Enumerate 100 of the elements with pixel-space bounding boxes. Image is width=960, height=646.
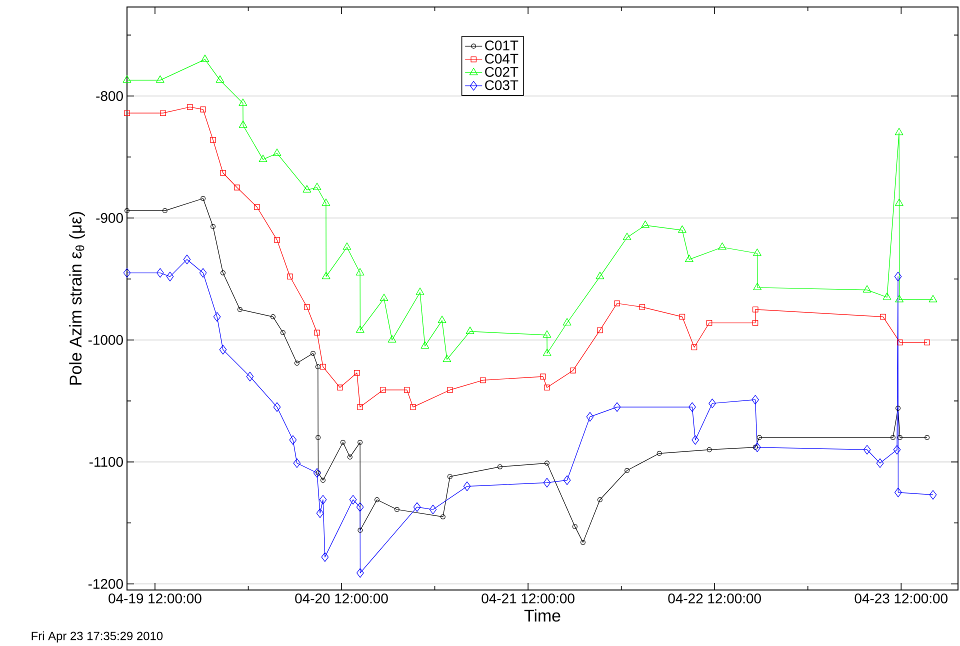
point [322, 198, 330, 206]
point [220, 170, 226, 176]
point [320, 364, 326, 370]
point [882, 292, 892, 300]
point [237, 307, 242, 312]
point [358, 528, 363, 533]
point [678, 225, 686, 233]
point [234, 184, 240, 190]
point [404, 387, 410, 393]
point [220, 270, 226, 276]
point [596, 272, 604, 280]
point [862, 285, 872, 293]
point [752, 395, 759, 405]
point [156, 75, 164, 83]
point [597, 497, 602, 502]
x-tick-label: 04-21 12:00:00 [482, 594, 574, 604]
point [542, 348, 552, 356]
point [321, 552, 329, 562]
point [416, 288, 424, 295]
point [356, 268, 364, 276]
legend-label: C04T [485, 54, 518, 64]
point [597, 327, 603, 334]
point [410, 404, 416, 410]
x-tick-label: 04-23 12:00:00 [854, 594, 948, 604]
point [718, 242, 726, 250]
point [572, 524, 578, 530]
point [438, 316, 446, 324]
point [342, 242, 352, 250]
point [752, 444, 758, 450]
point [447, 474, 452, 480]
point [706, 447, 712, 452]
point [586, 412, 594, 422]
point [122, 75, 132, 83]
point [754, 442, 761, 452]
point [273, 402, 281, 412]
point [304, 304, 310, 310]
point [238, 98, 248, 106]
point [580, 540, 586, 545]
point [429, 504, 437, 514]
point [310, 350, 316, 356]
y-tick-label: -1000 [88, 335, 123, 345]
point [896, 406, 901, 411]
point [374, 497, 380, 502]
point [413, 502, 421, 512]
point [543, 478, 551, 488]
point [183, 254, 191, 264]
point [388, 335, 396, 343]
point [894, 272, 902, 282]
point [216, 75, 224, 83]
point [312, 182, 322, 190]
point [614, 300, 620, 306]
point [622, 232, 632, 240]
legend-label: C01T [485, 40, 518, 50]
point [337, 384, 343, 390]
point [692, 435, 699, 445]
y-axis-title: Pole Azim strain ε$_{θ}$ (με) [69, 212, 85, 385]
point [639, 304, 646, 310]
point [210, 224, 216, 230]
point [187, 104, 193, 110]
point [928, 294, 938, 302]
point [897, 435, 902, 440]
point [752, 320, 758, 326]
point [166, 272, 174, 282]
point [706, 320, 712, 326]
point [340, 440, 346, 445]
y-tick-label: -1200 [88, 579, 123, 589]
point [320, 478, 326, 483]
legend-label: C03T [485, 80, 518, 90]
point [447, 387, 453, 393]
point [316, 470, 321, 476]
point [656, 450, 662, 456]
point [752, 306, 758, 312]
y-tick-label: -1100 [89, 457, 123, 467]
point [876, 458, 884, 468]
point [287, 274, 293, 280]
point [420, 341, 430, 349]
point [570, 368, 576, 374]
point [160, 110, 166, 116]
point [322, 272, 330, 280]
point [688, 402, 696, 412]
point [199, 268, 207, 278]
point [219, 345, 227, 355]
point [302, 185, 312, 193]
point [254, 204, 260, 210]
point [272, 148, 282, 156]
point [319, 495, 327, 505]
x-tick-label: 04-20 12:00:00 [295, 594, 388, 604]
point [753, 282, 762, 290]
point [162, 208, 168, 214]
point [270, 314, 276, 320]
point [316, 435, 321, 440]
point [238, 120, 248, 128]
point [544, 384, 550, 390]
point [624, 468, 630, 474]
point [613, 402, 621, 412]
point [200, 54, 210, 62]
x-axis-title: Time [524, 609, 560, 622]
x-tick-label: 04-19 12:00:00 [108, 594, 202, 604]
point [893, 445, 901, 455]
point [357, 404, 363, 410]
